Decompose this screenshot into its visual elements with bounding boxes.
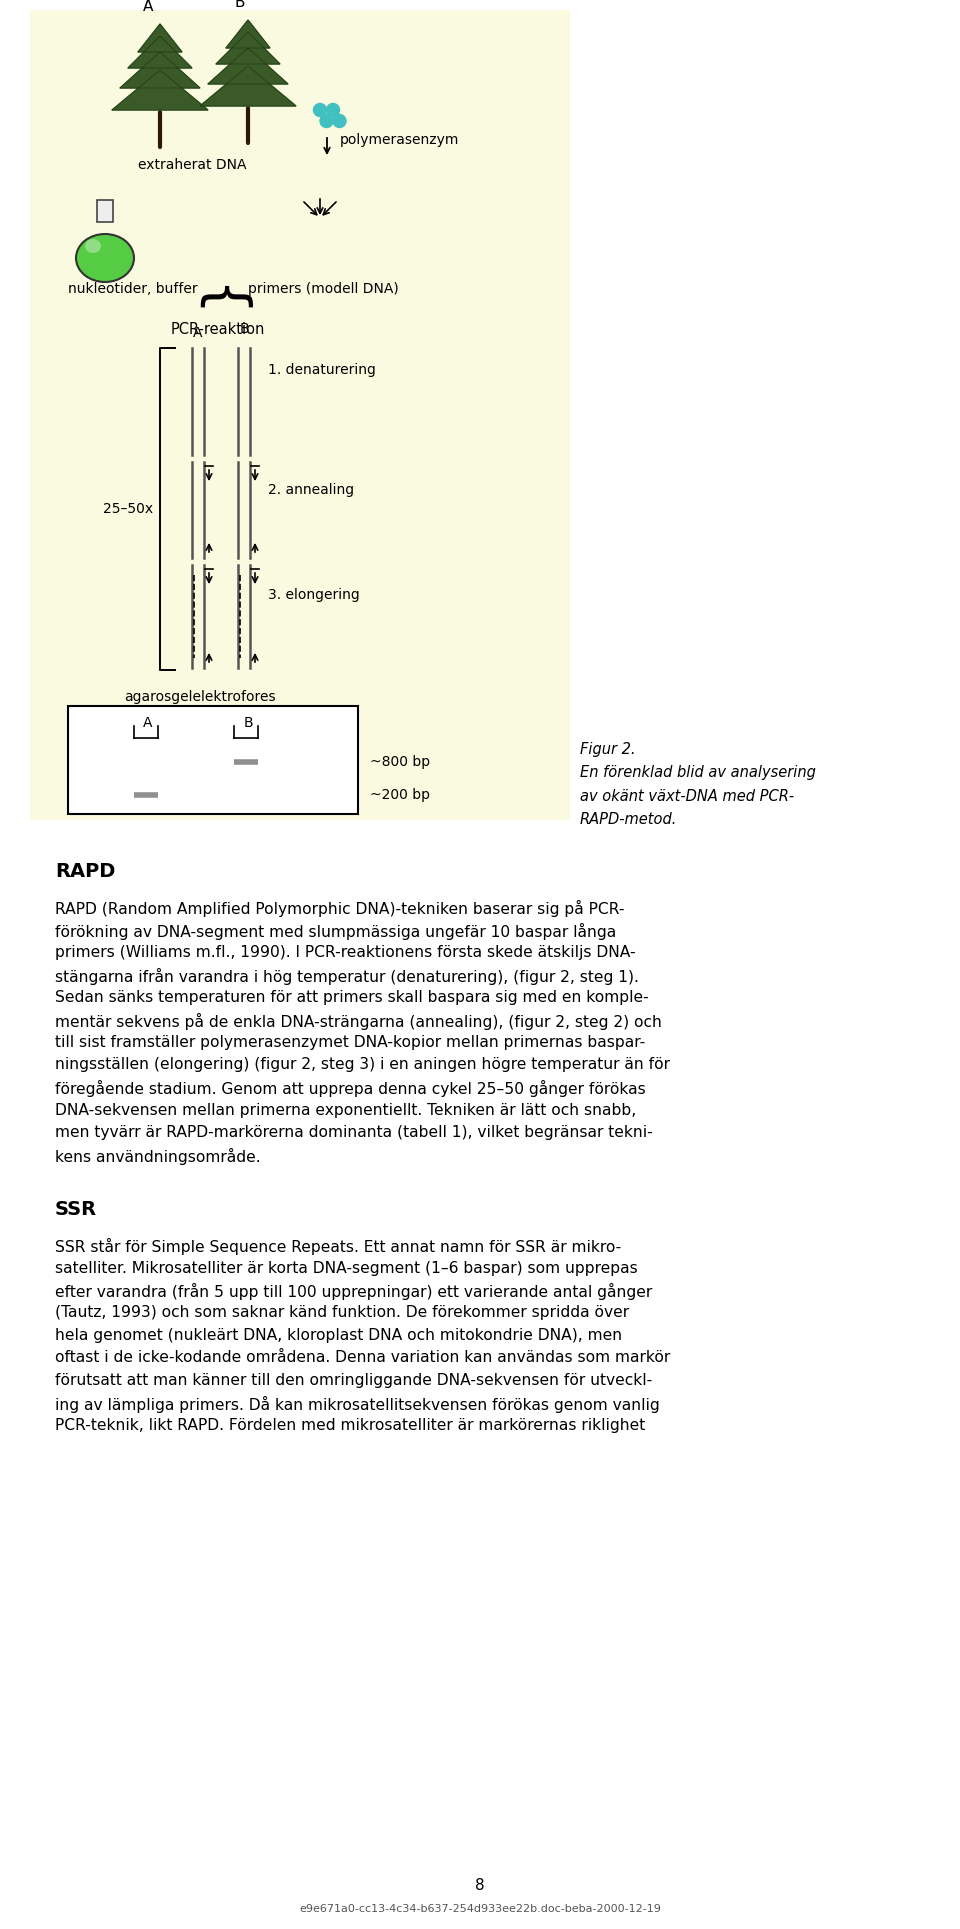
Text: förutsatt att man känner till den omringliggande DNA-sekvensen för utveckl-: förutsatt att man känner till den omring… <box>55 1373 652 1389</box>
Text: ing av lämpliga primers. Då kan mikrosatellitsekvensen förökas genom vanlig: ing av lämpliga primers. Då kan mikrosat… <box>55 1395 660 1412</box>
Text: ningsställen (elongering) (figur 2, steg 3) i en aningen högre temperatur än för: ningsställen (elongering) (figur 2, steg… <box>55 1057 670 1073</box>
Text: stängarna ifrån varandra i hög temperatur (denaturering), (figur 2, steg 1).: stängarna ifrån varandra i hög temperatu… <box>55 968 638 984</box>
Text: kens användningsområde.: kens användningsområde. <box>55 1148 260 1165</box>
Text: RAPD: RAPD <box>55 862 115 882</box>
Text: PCR-reaktion: PCR-reaktion <box>171 322 265 338</box>
Circle shape <box>320 114 333 127</box>
Text: primers (modell DNA): primers (modell DNA) <box>248 282 398 295</box>
Text: föregående stadium. Genom att upprepa denna cykel 25–50 gånger förökas: föregående stadium. Genom att upprepa de… <box>55 1080 646 1098</box>
Text: {: { <box>191 284 245 320</box>
Circle shape <box>333 114 346 127</box>
Circle shape <box>314 104 326 116</box>
Polygon shape <box>200 66 296 106</box>
Text: DNA-sekvensen mellan primerna exponentiellt. Tekniken är lätt och snabb,: DNA-sekvensen mellan primerna exponentie… <box>55 1103 636 1117</box>
Text: (Tautz, 1993) och som saknar känd funktion. De förekommer spridda över: (Tautz, 1993) och som saknar känd funkti… <box>55 1306 629 1321</box>
Text: SSR står för Simple Sequence Repeats. Ett annat namn för SSR är mikro-: SSR står för Simple Sequence Repeats. Et… <box>55 1238 621 1256</box>
Text: efter varandra (från 5 upp till 100 upprepningar) ett varierande antal gånger: efter varandra (från 5 upp till 100 uppr… <box>55 1283 652 1300</box>
Text: förökning av DNA-segment med slumpmässiga ungefär 10 baspar långa: förökning av DNA-segment med slumpmässig… <box>55 922 616 939</box>
Text: RAPD (Random Amplified Polymorphic DNA)-tekniken baserar sig på PCR-: RAPD (Random Amplified Polymorphic DNA)-… <box>55 901 625 916</box>
Text: extraherat DNA: extraherat DNA <box>137 158 247 172</box>
Polygon shape <box>216 33 280 64</box>
Polygon shape <box>208 48 288 85</box>
Ellipse shape <box>85 239 101 253</box>
FancyBboxPatch shape <box>30 10 570 820</box>
Text: B: B <box>239 322 249 336</box>
Text: A: A <box>143 716 153 729</box>
Text: A: A <box>143 0 154 14</box>
Text: Sedan sänks temperaturen för att primers skall baspara sig med en komple-: Sedan sänks temperaturen för att primers… <box>55 990 649 1005</box>
Text: ~200 bp: ~200 bp <box>370 789 430 802</box>
Polygon shape <box>138 23 182 52</box>
Text: 25–50x: 25–50x <box>103 502 153 515</box>
Text: primers (Williams m.fl., 1990). I PCR-reaktionens första skede ätskiljs DNA-: primers (Williams m.fl., 1990). I PCR-re… <box>55 945 636 961</box>
Text: B: B <box>235 0 245 10</box>
Text: nukleotider, buffer: nukleotider, buffer <box>68 282 198 295</box>
Text: Figur 2.
En förenklad blid av analysering
av okänt växt-DNA med PCR-
RAPD-metod.: Figur 2. En förenklad blid av analyserin… <box>580 743 816 828</box>
Text: polymerasenzym: polymerasenzym <box>340 133 460 147</box>
Polygon shape <box>128 37 192 68</box>
Text: e9e671a0-cc13-4c34-b637-254d933ee22b.doc-beba-2000-12-19: e9e671a0-cc13-4c34-b637-254d933ee22b.doc… <box>300 1904 660 1914</box>
FancyBboxPatch shape <box>68 706 358 814</box>
Text: satelliter. Mikrosatelliter är korta DNA-segment (1–6 baspar) som upprepas: satelliter. Mikrosatelliter är korta DNA… <box>55 1260 637 1275</box>
Text: mentär sekvens på de enkla DNA-strängarna (annealing), (figur 2, steg 2) och: mentär sekvens på de enkla DNA-strängarn… <box>55 1013 661 1030</box>
Text: A: A <box>193 326 203 340</box>
Text: 8: 8 <box>475 1879 485 1892</box>
Ellipse shape <box>76 233 134 282</box>
Text: PCR-teknik, likt RAPD. Fördelen med mikrosatelliter är markörernas riklighet: PCR-teknik, likt RAPD. Fördelen med mikr… <box>55 1418 645 1433</box>
Text: 1. denaturering: 1. denaturering <box>268 363 376 376</box>
Text: oftast i de icke-kodande områdena. Denna variation kan användas som markör: oftast i de icke-kodande områdena. Denna… <box>55 1350 670 1366</box>
FancyBboxPatch shape <box>97 201 113 222</box>
Polygon shape <box>226 19 270 48</box>
Text: SSR: SSR <box>55 1200 97 1219</box>
Polygon shape <box>120 52 200 89</box>
Text: 2. annealing: 2. annealing <box>268 482 354 498</box>
Text: men tyvärr är RAPD-markörerna dominanta (tabell 1), vilket begränsar tekni-: men tyvärr är RAPD-markörerna dominanta … <box>55 1125 653 1140</box>
Text: ~800 bp: ~800 bp <box>370 754 430 770</box>
Circle shape <box>326 104 340 116</box>
Text: 3. elongering: 3. elongering <box>268 588 360 602</box>
Text: hela genomet (nukleärt DNA, kloroplast DNA och mitokondrie DNA), men: hela genomet (nukleärt DNA, kloroplast D… <box>55 1327 622 1343</box>
Text: agarosgelelektrofores: agarosgelelektrofores <box>124 691 276 704</box>
Text: till sist framställer polymerasenzymet DNA-kopior mellan primernas baspar-: till sist framställer polymerasenzymet D… <box>55 1036 645 1049</box>
Text: B: B <box>243 716 252 729</box>
Polygon shape <box>112 69 208 110</box>
